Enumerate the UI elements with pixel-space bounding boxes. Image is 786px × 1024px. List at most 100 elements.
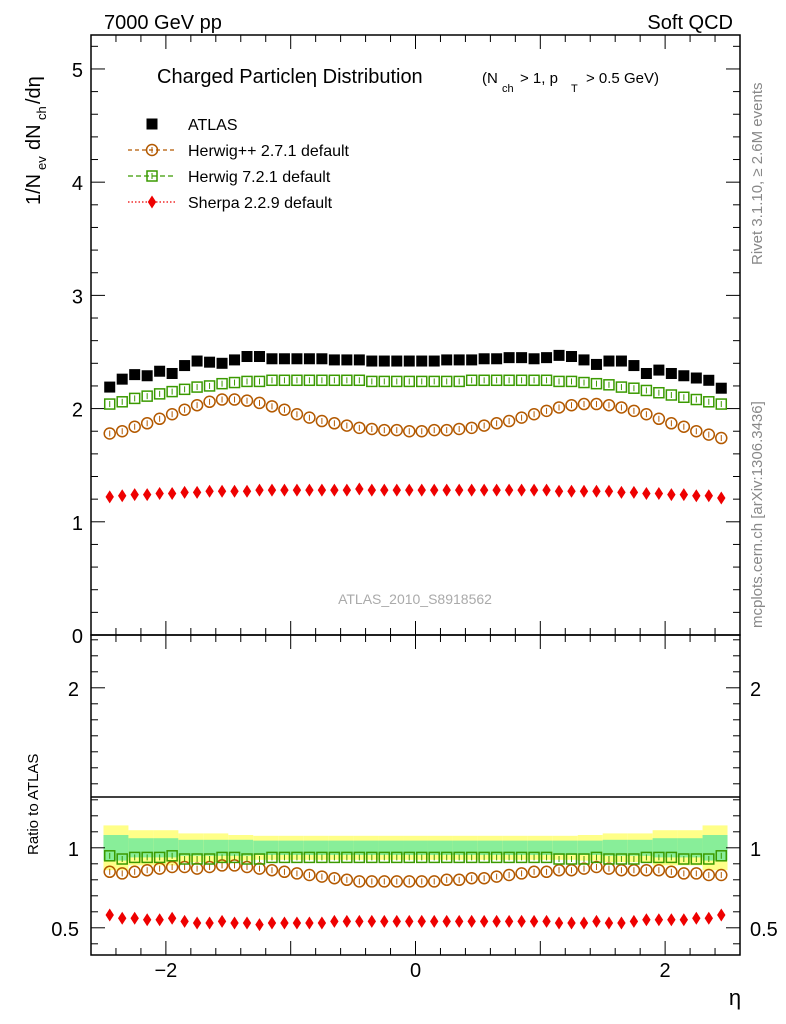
band-inner-bin xyxy=(103,835,129,861)
point-herwig-2-7-1-default xyxy=(690,424,703,438)
legend-label-herwig-2-7-1-default: Herwig++ 2.7.1 default xyxy=(188,143,350,160)
point-herwig-2-7-1-default xyxy=(303,411,316,424)
ratio-point-herwig-2-7-1-default xyxy=(115,867,129,880)
point-herwig-7-2-1-default xyxy=(103,398,116,410)
point-herwig-2-7-1-default xyxy=(165,407,179,421)
point-herwig-2-7-1-default xyxy=(527,407,541,421)
point-herwig-7-2-1-default xyxy=(366,375,378,388)
ratio-point-sherpa-2-2-9-default xyxy=(242,916,252,930)
ratio-point-sherpa-2-2-9-default xyxy=(230,916,239,930)
point-herwig-2-7-1-default xyxy=(702,428,716,441)
point-atlas xyxy=(241,351,253,363)
ratio-marks xyxy=(103,850,728,932)
point-herwig-7-2-1-default xyxy=(490,374,503,387)
point-sherpa-2-2-9-default xyxy=(305,483,314,497)
ratio-point-herwig-7-2-1-default xyxy=(640,851,653,864)
point-herwig-2-7-1-default xyxy=(677,420,691,433)
ratio-frame xyxy=(90,634,741,956)
point-herwig-2-7-1-default xyxy=(415,424,428,438)
point-herwig-2-7-1-default xyxy=(403,424,416,438)
point-sherpa-2-2-9-default xyxy=(579,484,589,498)
point-atlas xyxy=(553,349,565,361)
main-ytick-label: 3 xyxy=(72,286,83,308)
point-sherpa-2-2-9-default xyxy=(217,484,227,498)
point-sherpa-2-2-9-default xyxy=(130,488,139,502)
point-herwig-7-2-1-default xyxy=(653,386,665,399)
point-herwig-7-2-1-default xyxy=(453,375,465,388)
ratio-point-sherpa-2-2-9-default xyxy=(142,913,152,927)
point-atlas xyxy=(441,354,453,366)
point-sherpa-2-2-9-default xyxy=(392,483,401,497)
point-atlas xyxy=(478,353,490,365)
point-herwig-2-7-1-default xyxy=(602,398,616,412)
point-herwig-2-7-1-default xyxy=(490,417,503,430)
point-herwig-2-7-1-default xyxy=(577,397,591,411)
ratio-point-herwig-2-7-1-default xyxy=(440,873,453,887)
ratio-point-herwig-7-2-1-default xyxy=(116,853,128,865)
point-sherpa-2-2-9-default xyxy=(679,488,689,502)
point-herwig-2-7-1-default xyxy=(502,414,516,428)
point-herwig-7-2-1-default xyxy=(328,374,341,387)
ratio-point-herwig-2-7-1-default xyxy=(490,870,503,883)
point-sherpa-2-2-9-default xyxy=(205,484,214,498)
point-sherpa-2-2-9-default xyxy=(517,483,526,497)
ratio-point-sherpa-2-2-9-default xyxy=(667,913,676,927)
point-sherpa-2-2-9-default xyxy=(292,483,302,497)
legend-label-sherpa-2-2-9-default: Sherpa 2.2.9 default xyxy=(188,195,333,212)
point-atlas xyxy=(428,355,440,367)
ratio-point-herwig-2-7-1-default xyxy=(590,860,603,874)
point-sherpa-2-2-9-default xyxy=(380,483,389,497)
point-atlas xyxy=(278,353,290,365)
ratio-ytick-label: 1 xyxy=(68,839,79,861)
point-herwig-2-7-1-default xyxy=(552,401,566,414)
point-atlas xyxy=(665,367,677,379)
point-sherpa-2-2-9-default xyxy=(342,483,352,497)
point-sherpa-2-2-9-default xyxy=(142,488,152,502)
ratio-point-sherpa-2-2-9-default xyxy=(130,911,139,925)
point-herwig-2-7-1-default xyxy=(452,422,466,436)
ratio-point-herwig-7-2-1-default xyxy=(565,853,578,865)
ratio-point-sherpa-2-2-9-default xyxy=(155,913,164,927)
ratio-point-herwig-7-2-1-default xyxy=(178,853,191,865)
point-herwig-7-2-1-default xyxy=(391,375,403,388)
band-inner-bin xyxy=(153,838,179,858)
ratio-point-herwig-7-2-1-default xyxy=(266,851,278,864)
ratio-point-herwig-7-2-1-default xyxy=(528,851,540,864)
point-herwig-2-7-1-default xyxy=(340,419,354,432)
ratio-point-herwig-7-2-1-default xyxy=(366,851,378,864)
ratio-point-herwig-7-2-1-default xyxy=(203,853,216,865)
legend-marker-herwig-2-7-1-default xyxy=(145,143,159,157)
point-atlas xyxy=(129,369,141,381)
ratio-point-sherpa-2-2-9-default xyxy=(579,916,589,930)
point-atlas xyxy=(229,354,241,366)
point-herwig-7-2-1-default xyxy=(628,382,640,394)
ratio-point-herwig-2-7-1-default xyxy=(452,873,466,887)
ratio-point-herwig-7-2-1-default xyxy=(553,853,565,865)
svg-text:1/N: 1/N xyxy=(23,174,45,205)
band-inner-bin xyxy=(577,840,603,855)
svg-text:ch: ch xyxy=(502,83,514,95)
point-atlas xyxy=(653,364,665,376)
point-herwig-2-7-1-default xyxy=(315,414,329,428)
ratio-point-herwig-7-2-1-default xyxy=(678,853,690,865)
ratio-point-sherpa-2-2-9-default xyxy=(529,914,539,928)
point-atlas xyxy=(541,352,553,364)
ratio-point-herwig-2-7-1-default xyxy=(465,871,478,885)
ratio-point-sherpa-2-2-9-default xyxy=(180,914,189,928)
point-herwig-2-7-1-default xyxy=(240,394,254,407)
point-herwig-2-7-1-default xyxy=(378,423,391,437)
ratio-point-herwig-7-2-1-default xyxy=(316,851,328,864)
ratio-point-herwig-7-2-1-default xyxy=(590,851,603,864)
ratio-point-herwig-7-2-1-default xyxy=(653,851,665,864)
ratio-ytick-label: 2 xyxy=(68,679,79,701)
point-sherpa-2-2-9-default xyxy=(192,485,202,499)
ratio-point-herwig-7-2-1-default xyxy=(278,851,291,864)
ratio-point-herwig-2-7-1-default xyxy=(640,863,653,877)
point-herwig-2-7-1-default xyxy=(190,398,204,412)
ratio-point-sherpa-2-2-9-default xyxy=(118,911,127,925)
ratio-point-herwig-7-2-1-default xyxy=(191,853,203,865)
header-left: 7000 GeV pp xyxy=(104,12,222,34)
point-herwig-7-2-1-default xyxy=(703,396,715,408)
point-herwig-7-2-1-default xyxy=(403,375,416,388)
ratio-point-sherpa-2-2-9-default xyxy=(504,914,514,928)
